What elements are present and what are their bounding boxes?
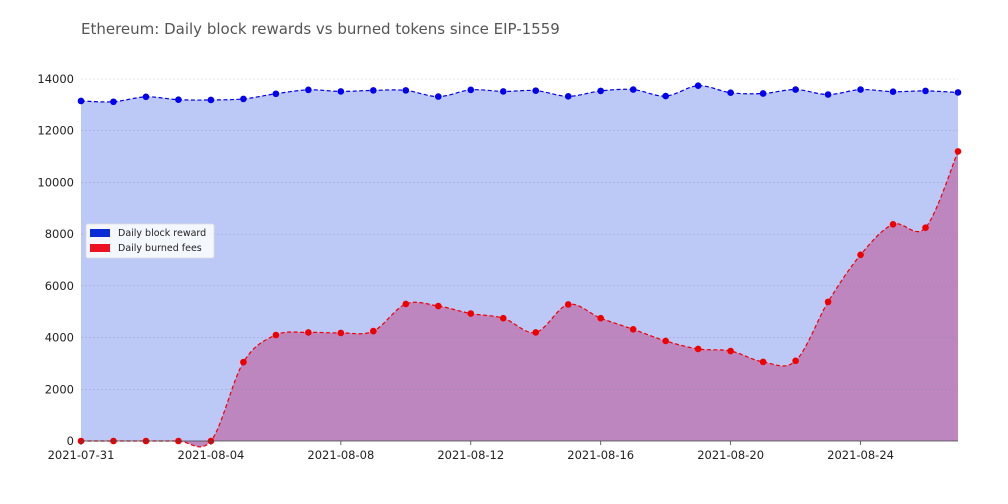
point-series-1-11 [435,302,442,310]
point-series-0-4 [207,96,215,104]
point-series-0-2 [142,93,150,101]
point-series-0-24 [857,86,864,93]
point-series-1-24 [857,251,864,259]
point-series-0-10 [402,87,410,94]
point-series-0-16 [597,87,604,95]
point-series-0-15 [564,93,572,100]
point-series-0-9 [370,87,377,94]
y-tick-label: 12000 [37,124,74,138]
point-series-1-27 [954,148,962,155]
point-series-0-21 [759,90,767,97]
point-series-0-5 [240,95,247,103]
point-series-1-19 [694,345,702,353]
x-tick-label: 2021-07-31 [48,448,115,462]
plot-area [77,78,962,448]
point-series-1-23 [824,298,832,306]
point-series-0-17 [629,86,637,93]
y-tick-label: 4000 [45,331,74,345]
point-series-0-0 [77,97,85,105]
point-series-0-12 [467,86,475,94]
point-series-0-25 [889,88,897,95]
legend-label-burned-fees: Daily burned fees [118,243,202,254]
point-series-1-5 [240,358,247,366]
point-series-0-27 [954,89,962,96]
line-series-1 [81,151,959,448]
point-series-1-17 [629,326,637,333]
x-tick-label: 2021-08-24 [827,448,894,462]
point-series-0-3 [175,96,182,103]
y-tick-label: 0 [67,434,74,448]
point-series-1-13 [499,314,507,322]
point-series-1-10 [402,300,410,308]
point-series-1-14 [532,329,540,336]
point-series-0-8 [337,88,345,95]
x-tick-label: 2021-08-08 [307,448,374,462]
point-series-1-26 [922,224,929,231]
legend-label-block-reward: Daily block reward [118,228,206,239]
legend-swatch-burned-fees [90,244,110,252]
point-series-0-6 [272,90,280,98]
point-series-1-6 [272,331,280,339]
x-tick-label: 2021-08-04 [178,448,245,462]
point-series-1-7 [305,329,312,336]
y-tick-label: 8000 [45,227,74,241]
x-axis: 2021-07-31 2021-08-04 2021-08-08 2021-08-12… [48,440,958,462]
point-series-0-13 [499,88,507,95]
point-series-1-16 [597,314,604,322]
x-tick-label: 2021-08-12 [437,448,504,462]
point-series-1-20 [727,347,734,355]
point-series-0-19 [694,82,702,90]
line-series-0 [80,85,959,103]
point-series-1-9 [370,327,377,335]
point-series-0-14 [532,87,540,94]
point-series-1-21 [759,358,767,366]
x-tick-label: 2021-08-20 [697,448,764,462]
area-series-1 [81,151,958,447]
point-series-0-7 [305,86,312,94]
point-series-1-12 [467,310,475,317]
y-tick-label: 10000 [37,175,74,189]
point-series-0-20 [727,89,734,96]
point-series-0-22 [792,86,799,93]
y-axis: 0 2000 4000 6000 8000 10000 12000 14000 [37,72,74,448]
point-series-1-18 [662,337,669,345]
point-series-1-25 [889,221,897,228]
x-tick-label: 2021-08-16 [567,448,634,462]
point-series-0-23 [824,91,832,98]
point-series-1-8 [337,329,345,337]
legend-box [85,223,215,259]
legend: Daily block reward Daily burned fees [85,223,215,259]
point-series-0-11 [435,93,442,100]
y-tick-label: 14000 [37,72,74,86]
point-series-1-15 [564,301,572,308]
point-series-0-18 [662,92,669,100]
y-tick-label: 2000 [45,382,74,396]
chart-title: Ethereum: Daily block rewards vs burned … [81,20,560,38]
legend-swatch-block-reward [90,229,110,237]
point-series-0-1 [110,98,117,106]
point-series-0-26 [922,87,929,95]
y-tick-label: 6000 [45,279,74,293]
point-series-1-22 [792,357,799,365]
